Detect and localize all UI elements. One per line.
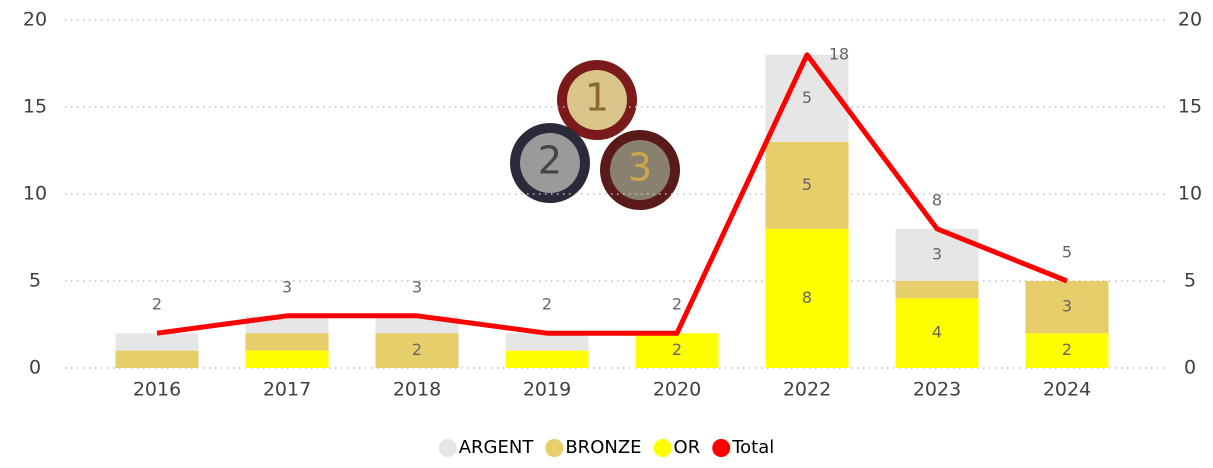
total-label: 2 <box>542 295 552 314</box>
data-label: 2 <box>412 340 422 359</box>
y-tick-label: 10 <box>23 183 47 205</box>
bar-segment <box>246 351 329 368</box>
total-label: 5 <box>1062 243 1072 262</box>
legend-label: OR <box>674 437 701 458</box>
total-label: 3 <box>412 277 422 296</box>
x-tick-label: 2022 <box>783 379 831 401</box>
legend-swatch <box>654 439 672 457</box>
medals-illustration: 1 2 3 <box>510 60 680 210</box>
data-label: 5 <box>802 175 812 194</box>
legend: ARGENT BRONZE OR Total <box>439 437 775 458</box>
data-label: 3 <box>1062 297 1072 316</box>
legend-label: Total <box>731 437 774 458</box>
medal-number: 3 <box>628 146 652 190</box>
x-tick-label: 2023 <box>913 379 961 401</box>
x-tick-label: 2016 <box>133 379 181 401</box>
data-label: 2 <box>672 340 682 359</box>
y2-tick-label: 5 <box>1184 270 1196 292</box>
total-label: 18 <box>829 44 849 63</box>
legend-swatch <box>545 439 563 457</box>
legend-swatch <box>712 439 730 457</box>
y-tick-label: 20 <box>23 9 47 31</box>
medal-number: 2 <box>538 139 562 183</box>
total-label: 2 <box>152 295 162 314</box>
bar-segment <box>506 351 589 368</box>
x-tick-label: 2020 <box>653 379 701 401</box>
x-tick-label: 2019 <box>523 379 571 401</box>
data-label: 3 <box>932 244 942 263</box>
y-tick-label: 15 <box>23 96 47 118</box>
bar-segment <box>246 333 329 350</box>
bar-segment <box>116 351 199 368</box>
total-label: 2 <box>672 295 682 314</box>
bar-segment <box>116 333 199 350</box>
data-label: 2 <box>1062 340 1072 359</box>
legend-swatch <box>439 439 457 457</box>
y-tick-label: 0 <box>29 357 41 379</box>
x-tick-label: 2018 <box>393 379 441 401</box>
chart: 1 2 3 0510152005101520201620172018220192… <box>0 0 1213 464</box>
x-tick-label: 2024 <box>1043 379 1091 401</box>
y2-tick-label: 20 <box>1178 9 1202 31</box>
total-label: 8 <box>932 190 942 209</box>
y2-tick-label: 0 <box>1184 357 1196 379</box>
medal-number: 1 <box>585 76 609 120</box>
page: {"chart_data": {"type": "stacked-bar-lin… <box>0 0 1213 468</box>
total-label: 3 <box>282 277 292 296</box>
legend-label: BRONZE <box>565 437 641 458</box>
data-label: 4 <box>932 323 942 342</box>
y-tick-label: 5 <box>29 270 41 292</box>
legend-label: ARGENT <box>459 437 535 458</box>
y2-tick-label: 10 <box>1178 183 1202 205</box>
bar-segment <box>506 333 589 350</box>
data-label: 5 <box>802 88 812 107</box>
bar-segment <box>896 281 979 298</box>
data-label: 8 <box>802 288 812 307</box>
y2-tick-label: 15 <box>1178 96 1202 118</box>
x-tick-label: 2017 <box>263 379 311 401</box>
